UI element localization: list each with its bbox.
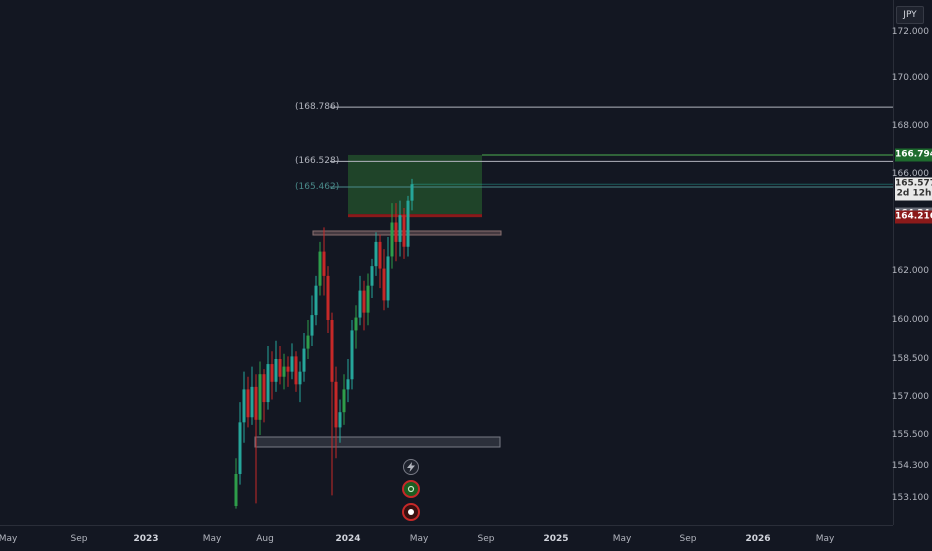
- candle-body[interactable]: [254, 386, 258, 420]
- candle-body[interactable]: [382, 268, 386, 301]
- candle-body[interactable]: [266, 364, 270, 403]
- chart-area[interactable]: [0, 0, 893, 525]
- time-tick-label: Aug: [256, 534, 274, 544]
- candle-body[interactable]: [398, 215, 402, 242]
- time-tick-label: 2025: [543, 534, 569, 544]
- candle-body[interactable]: [258, 374, 262, 420]
- candle-body[interactable]: [314, 285, 318, 316]
- candle-body[interactable]: [338, 412, 342, 428]
- time-tick-label: Sep: [70, 534, 88, 544]
- candle-body[interactable]: [370, 266, 374, 286]
- price-tag: 166.794: [895, 148, 932, 162]
- price-tag: 165.577: [895, 177, 932, 191]
- candle-body[interactable]: [410, 184, 414, 201]
- candle-body[interactable]: [274, 359, 278, 382]
- time-tick-label: May: [202, 534, 222, 544]
- candle-body[interactable]: [346, 379, 350, 390]
- candle-body[interactable]: [406, 200, 410, 247]
- time-tick-label: 2026: [745, 534, 771, 544]
- candle-body[interactable]: [238, 422, 242, 474]
- candle-body[interactable]: [358, 290, 362, 318]
- candle-body[interactable]: [282, 366, 286, 377]
- candle-body[interactable]: [350, 330, 354, 380]
- candle-body[interactable]: [394, 222, 398, 242]
- reference-line-label: (165.462): [295, 182, 340, 193]
- price-tick-label: 160.000: [891, 315, 929, 325]
- candle-body[interactable]: [326, 275, 330, 320]
- candle-body[interactable]: [250, 386, 254, 418]
- candle-body[interactable]: [342, 389, 346, 413]
- reference-line-label: (166.528): [295, 156, 340, 167]
- lightning-icon[interactable]: [403, 459, 419, 475]
- candle-body[interactable]: [310, 315, 314, 336]
- candle-body[interactable]: [262, 374, 266, 403]
- candle-body[interactable]: [390, 222, 394, 257]
- candle-body[interactable]: [306, 335, 310, 349]
- time-tick-label: May: [815, 534, 835, 544]
- candle-body[interactable]: [330, 320, 334, 382]
- price-tick-label: 153.100: [891, 493, 929, 503]
- candle-body[interactable]: [362, 290, 366, 313]
- time-tick-label: Sep: [679, 534, 697, 544]
- price-tag: 2d 12h: [895, 187, 932, 201]
- price-tick-label: 154.300: [891, 461, 929, 471]
- candle-body[interactable]: [378, 241, 382, 269]
- candle-body[interactable]: [234, 474, 238, 506]
- price-tick-label: 162.000: [891, 266, 929, 276]
- candle-body[interactable]: [402, 215, 406, 247]
- price-tick-label: 166.000: [891, 169, 929, 179]
- candle-body[interactable]: [278, 359, 282, 377]
- time-tick-label: May: [409, 534, 429, 544]
- candle-body[interactable]: [386, 256, 390, 301]
- candle-body[interactable]: [290, 356, 294, 372]
- time-tick-label: 2023: [133, 534, 159, 544]
- time-tick-label: Sep: [477, 534, 495, 544]
- stop-zone[interactable]: [348, 214, 482, 218]
- candle-body[interactable]: [322, 251, 326, 276]
- candle-body[interactable]: [286, 366, 290, 372]
- price-tick-label: 170.000: [891, 73, 929, 83]
- price-tick-label: 172.000: [891, 27, 929, 37]
- price-tick-label: 168.000: [891, 121, 929, 131]
- record-icon[interactable]: [402, 503, 420, 521]
- price-tick-label: 157.000: [891, 392, 929, 402]
- candle-body[interactable]: [334, 381, 338, 428]
- candle-body[interactable]: [366, 285, 370, 313]
- time-tick-label: May: [0, 534, 18, 544]
- time-tick-label: May: [612, 534, 632, 544]
- time-axis[interactable]: May Sep 2023 May Aug 2024 May Sep 2025 May Sep 2026…: [0, 525, 893, 551]
- candle-body[interactable]: [318, 251, 322, 286]
- price-axis[interactable]: 172.000 170.000 168.000 166.000 162.000 160.0…: [891, 0, 932, 525]
- settings-gear-icon[interactable]: [402, 480, 420, 498]
- candle-body[interactable]: [242, 389, 246, 423]
- candle-body[interactable]: [354, 317, 358, 331]
- currency-button[interactable]: JPY: [896, 6, 924, 24]
- support-zone[interactable]: [254, 436, 501, 448]
- reference-line-label: (168.786): [295, 102, 340, 113]
- price-tag: 164.216: [895, 210, 932, 224]
- candlestick-chart[interactable]: [0, 0, 893, 525]
- candle-body[interactable]: [270, 364, 274, 382]
- candle-body[interactable]: [294, 356, 298, 385]
- time-tick-label: 2024: [335, 534, 361, 544]
- candle-body[interactable]: [302, 348, 306, 372]
- candle-body[interactable]: [298, 371, 302, 385]
- price-tick-label: 158.500: [891, 354, 929, 364]
- price-tick-label: 155.500: [891, 430, 929, 440]
- candle-body[interactable]: [246, 389, 250, 418]
- candle-body[interactable]: [374, 241, 378, 267]
